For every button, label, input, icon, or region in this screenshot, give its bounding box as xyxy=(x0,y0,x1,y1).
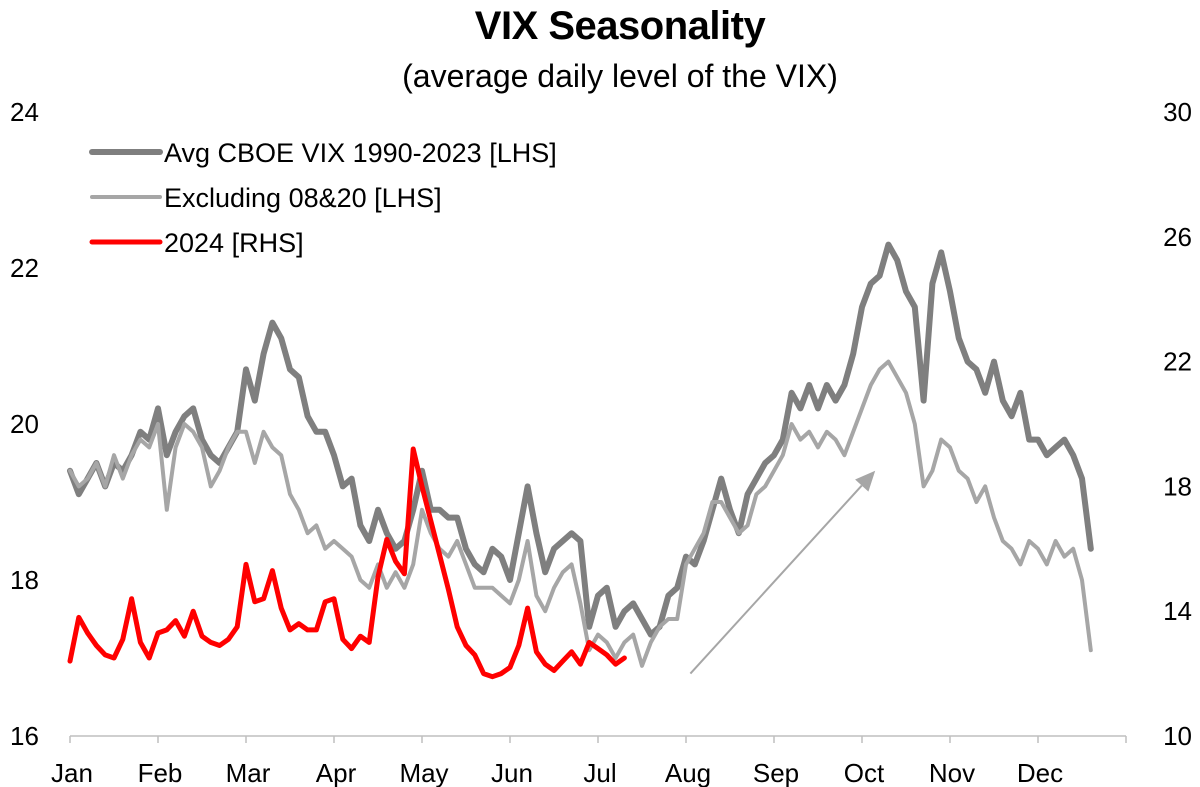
right-y-tick-label: 10 xyxy=(1163,721,1192,751)
legend-label: 2024 [RHS] xyxy=(164,228,304,258)
chart-title: VIX Seasonality xyxy=(474,4,766,48)
x-tick-label: Mar xyxy=(226,758,271,787)
chart-subtitle: (average daily level of the VIX) xyxy=(402,58,838,94)
right-y-tick-label: 26 xyxy=(1163,222,1192,252)
x-tick-label: Jul xyxy=(583,758,616,787)
left-y-tick-label: 22 xyxy=(10,253,39,283)
x-tick-label: Jan xyxy=(51,758,93,787)
right-y-tick-label: 18 xyxy=(1163,471,1192,501)
right-y-tick-label: 22 xyxy=(1163,347,1192,377)
left-y-tick-label: 18 xyxy=(10,565,39,595)
annotation-arrow-shaft xyxy=(689,484,863,675)
right-y-tick-label: 14 xyxy=(1163,596,1192,626)
annotation-arrow-head xyxy=(855,470,876,492)
left-y-tick-label: 24 xyxy=(10,97,39,127)
series-line-2024 xyxy=(67,446,627,680)
x-tick-label: Oct xyxy=(844,758,885,787)
x-tick-label: Sep xyxy=(753,758,799,787)
x-tick-label: Dec xyxy=(1017,758,1063,787)
x-tick-label: Apr xyxy=(316,758,357,787)
x-tick-label: Jun xyxy=(491,758,533,787)
series-line-avg-vix xyxy=(67,241,1094,638)
x-tick-label: Nov xyxy=(929,758,975,787)
legend-label: Avg CBOE VIX 1990-2023 [LHS] xyxy=(164,138,557,168)
left-y-tick-label: 20 xyxy=(10,409,39,439)
x-tick-label: Aug xyxy=(665,758,711,787)
left-y-tick-label: 16 xyxy=(10,721,39,751)
legend-label: Excluding 08&20 [LHS] xyxy=(164,183,442,213)
x-tick-label: May xyxy=(399,758,448,787)
right-y-tick-label: 30 xyxy=(1163,97,1192,127)
x-tick-label: Feb xyxy=(138,758,183,787)
series-line-excluding-08-20 xyxy=(68,359,1093,668)
